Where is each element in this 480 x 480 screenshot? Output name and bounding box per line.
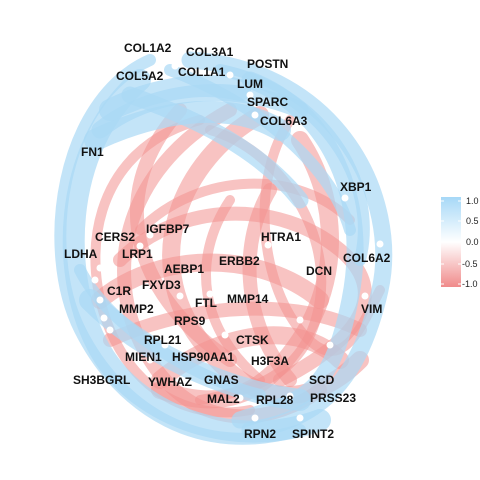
gene-label: LUM — [237, 77, 263, 91]
gene-node — [221, 331, 229, 339]
gene-node — [126, 51, 134, 59]
gene-label: SPARC — [247, 95, 288, 109]
gene-label: H3F3A — [251, 354, 289, 368]
correlation-edge — [121, 86, 309, 209]
gene-label: SPINT2 — [292, 427, 334, 441]
colorbar-tick-label: 0.0 — [466, 237, 479, 247]
colorbar-gradient — [441, 197, 461, 287]
gene-label: COL6A2 — [343, 251, 391, 265]
gene-node — [91, 276, 99, 284]
gene-label: COL5A2 — [116, 69, 164, 83]
gene-node — [136, 242, 144, 250]
gene-label: HSP90AA1 — [172, 350, 234, 364]
gene-node — [236, 394, 244, 402]
correlation-edge — [99, 75, 251, 121]
gene-label: RPN2 — [244, 427, 276, 441]
gene-label: IGFBP7 — [146, 222, 190, 236]
gene-label: YWHAZ — [148, 375, 192, 389]
gene-label: COL1A2 — [124, 41, 172, 55]
correlation-edge — [242, 183, 297, 387]
gene-node — [264, 241, 272, 249]
gene-label: LRP1 — [122, 247, 153, 261]
gene-label: POSTN — [247, 57, 288, 71]
correlation-edge — [103, 301, 367, 347]
gene-node — [246, 91, 254, 99]
correlation-edge — [135, 178, 355, 235]
gene-label: ERBB2 — [219, 254, 260, 268]
gene-label: AEBP1 — [164, 262, 204, 276]
correlation-edge — [62, 69, 331, 443]
gene-node — [146, 356, 154, 364]
gene-node — [171, 62, 179, 70]
correlation-colorbar: 1.0 0.5 0.0 -0.5 -1.0 — [441, 196, 479, 289]
correlation-edge — [74, 264, 266, 401]
gene-node — [96, 264, 104, 272]
gene-node — [251, 111, 259, 119]
gene-node — [192, 278, 200, 286]
gene-node — [326, 341, 334, 349]
gene-label: PRSS23 — [310, 391, 356, 405]
gene-label: RPS9 — [174, 314, 206, 328]
gene-node — [361, 292, 369, 300]
gene-node — [296, 316, 304, 324]
gene-node — [96, 296, 104, 304]
gene-node — [146, 231, 154, 239]
gene-label: XBP1 — [340, 180, 372, 194]
gene-label: MIEN1 — [125, 350, 162, 364]
gene-node — [296, 261, 304, 269]
gene-node — [100, 314, 108, 322]
gene-labels: COL1A2 COL3A1 POSTN COL5A2 COL1A1 LUM SP… — [64, 41, 391, 441]
gene-label: SH3BGRL — [73, 373, 130, 387]
gene-label: RPL21 — [144, 333, 182, 347]
gene-label: CTSK — [236, 333, 269, 347]
gene-label: GNAS — [204, 373, 239, 387]
gene-node — [106, 326, 114, 334]
gene-label: MMP14 — [227, 292, 269, 306]
nodes-layer — [91, 51, 384, 422]
colorbar-tick-label: -0.5 — [462, 259, 478, 269]
gene-label: SCD — [309, 373, 335, 387]
gene-node — [286, 392, 294, 400]
gene-label: DCN — [306, 264, 332, 278]
gene-node — [376, 240, 384, 248]
gene-label: FTL — [195, 296, 217, 310]
gene-label: VIM — [361, 302, 382, 316]
colorbar-tick-label: -1.0 — [462, 279, 478, 289]
gene-label: MAL2 — [207, 392, 240, 406]
colorbar-ticks — [441, 200, 461, 285]
gene-node — [226, 246, 234, 254]
gene-label: COL6A3 — [260, 114, 308, 128]
colorbar-tick-label: 1.0 — [466, 196, 479, 206]
gene-label: FN1 — [81, 145, 104, 159]
gene-label: MMP2 — [119, 302, 154, 316]
colorbar-tick-label: 0.5 — [466, 216, 479, 226]
gene-node — [251, 414, 259, 422]
gene-node — [226, 71, 234, 79]
gene-node — [176, 292, 184, 300]
gene-node — [206, 290, 214, 298]
gene-node — [296, 414, 304, 422]
gene-label: LDHA — [64, 247, 98, 261]
gene-label: FXYD3 — [142, 278, 181, 292]
gene-label: RPL28 — [256, 393, 294, 407]
gene-label: COL1A1 — [178, 65, 226, 79]
gene-label: COL3A1 — [186, 45, 234, 59]
gene-label: CERS2 — [95, 230, 135, 244]
correlation-edge — [181, 51, 393, 439]
gene-node — [161, 341, 169, 349]
gene-label: HTRA1 — [261, 230, 301, 244]
gene-node — [341, 194, 349, 202]
gene-label: C1R — [107, 284, 131, 298]
